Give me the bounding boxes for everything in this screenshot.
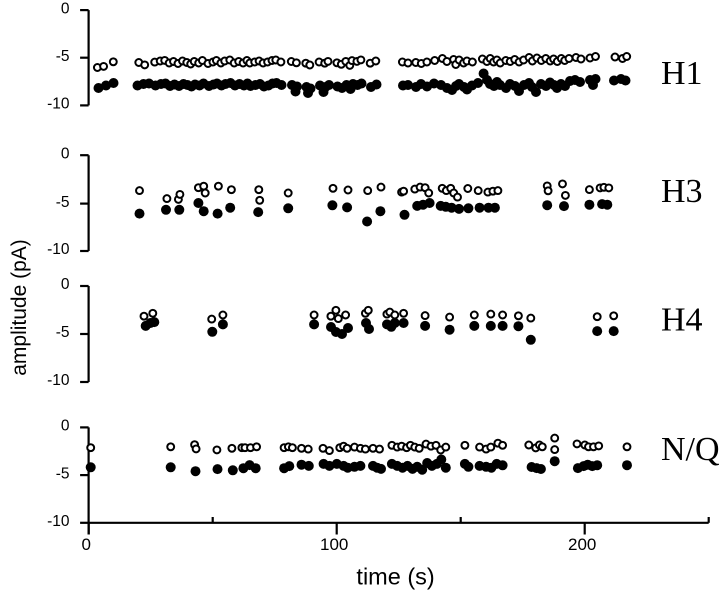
svg-text:H1: H1 bbox=[661, 55, 703, 92]
svg-text:time (s): time (s) bbox=[356, 564, 434, 590]
svg-text:N/Q: N/Q bbox=[661, 431, 720, 468]
svg-text:-10: -10 bbox=[47, 513, 70, 530]
svg-text:-5: -5 bbox=[56, 48, 70, 65]
svg-text:0: 0 bbox=[61, 276, 70, 293]
svg-text:0: 0 bbox=[61, 418, 70, 435]
svg-text:amplitude (pA): amplitude (pA) bbox=[8, 239, 31, 376]
svg-text:H4: H4 bbox=[661, 301, 703, 338]
svg-text:H3: H3 bbox=[661, 173, 703, 210]
svg-text:-5: -5 bbox=[56, 194, 70, 211]
svg-text:100: 100 bbox=[320, 535, 348, 554]
svg-text:-5: -5 bbox=[56, 324, 70, 341]
svg-text:-5: -5 bbox=[56, 465, 70, 482]
svg-text:200: 200 bbox=[568, 535, 596, 554]
svg-text:-10: -10 bbox=[47, 372, 70, 389]
svg-text:0: 0 bbox=[81, 535, 90, 554]
svg-text:0: 0 bbox=[61, 145, 70, 162]
svg-text:0: 0 bbox=[61, 0, 70, 17]
svg-text:-10: -10 bbox=[47, 241, 70, 258]
svg-text:-10: -10 bbox=[47, 96, 70, 113]
